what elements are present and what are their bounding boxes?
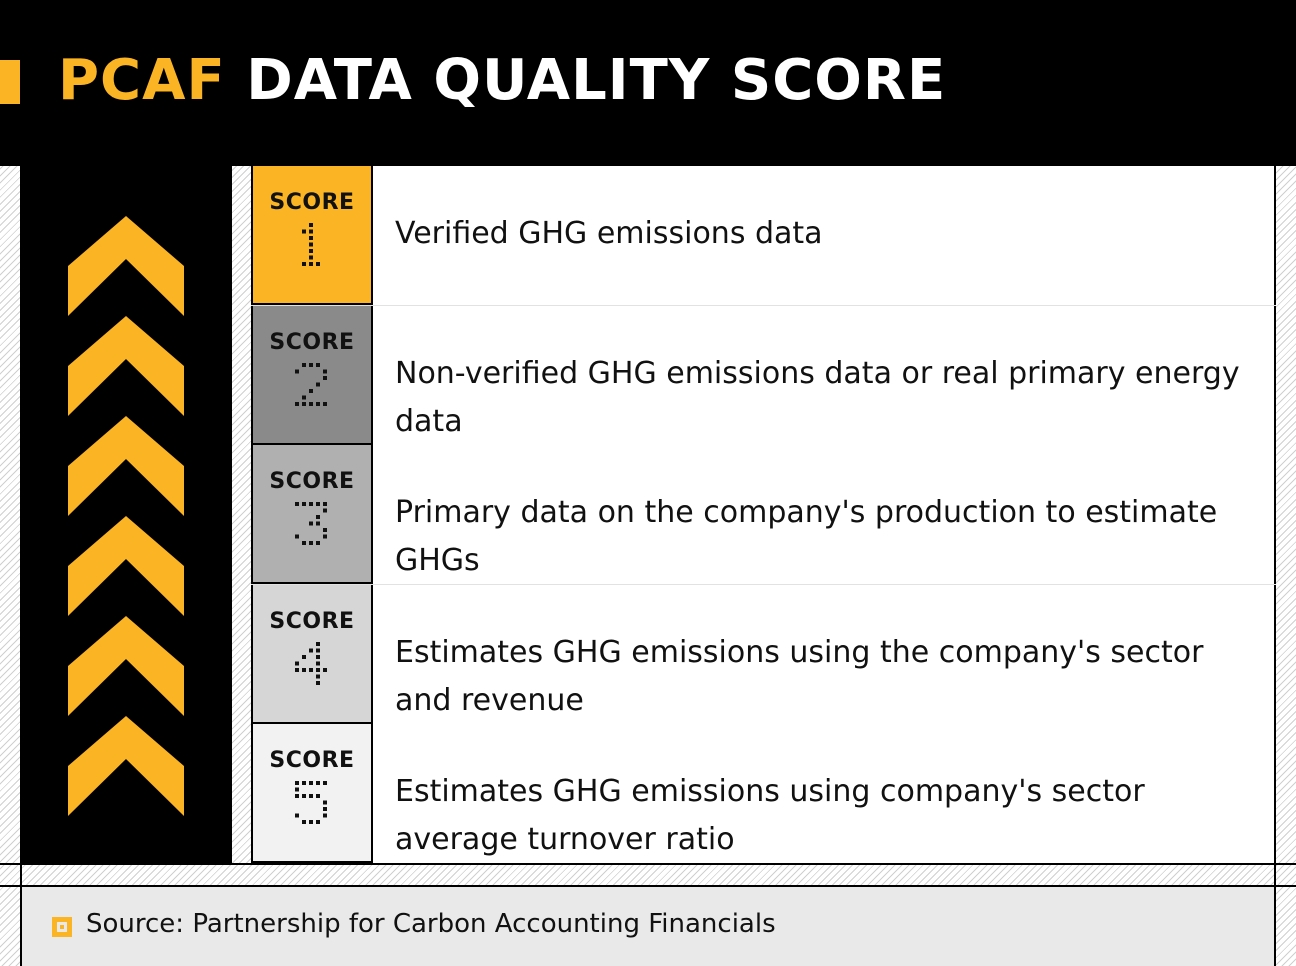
score-description: Non-verified GHG emissions data or real … — [373, 305, 1276, 445]
score-label: SCORE — [269, 329, 355, 355]
score-cell: SCORE 3 — [251, 445, 373, 585]
score-row: SCORE 5 Estimates GHG emissions using co… — [251, 724, 1276, 865]
square-dot-icon — [52, 917, 72, 937]
score-label: SCORE — [269, 469, 355, 495]
score-cell: SCORE 1 — [251, 166, 373, 305]
source-note: Source: Partnership for Carbon Accountin… — [86, 909, 776, 939]
chevron-column — [20, 166, 232, 864]
score-row: SCORE 2 Non-verified GHG emissions data … — [251, 305, 1276, 446]
score-cell: SCORE 5 — [251, 724, 373, 864]
score-label: SCORE — [269, 608, 355, 634]
title-accent: PCAF — [58, 48, 226, 113]
title-rest: DATA QUALITY SCORE — [225, 48, 947, 113]
score-row: SCORE 1 Verified GHG emissions data — [251, 166, 1276, 306]
accent-bar — [0, 60, 20, 104]
score-digit: 2 — [295, 362, 329, 413]
score-cell: SCORE 4 — [251, 584, 373, 724]
chevron-up-icon — [68, 616, 184, 716]
score-row: SCORE 3 Primary data on the company's pr… — [251, 445, 1276, 586]
page-title: PCAF DATA QUALITY SCORE — [58, 48, 946, 113]
chevron-up-icon — [68, 516, 184, 616]
score-digit: 4 — [295, 641, 329, 692]
score-label: SCORE — [269, 748, 355, 774]
header: PCAF DATA QUALITY SCORE — [0, 0, 1296, 166]
chevron-up-icon — [68, 316, 184, 416]
chevron-up-icon — [68, 216, 184, 316]
score-digit: 3 — [295, 502, 329, 552]
score-description: Primary data on the company's production… — [373, 445, 1276, 585]
score-description: Verified GHG emissions data — [373, 166, 1276, 305]
score-description: Estimates GHG emissions using the compan… — [373, 584, 1276, 724]
chevron-up-icon — [68, 716, 184, 816]
score-cell: SCORE 2 — [251, 305, 373, 445]
divider — [0, 885, 1296, 887]
score-digit: 5 — [295, 781, 329, 831]
divider — [20, 864, 22, 886]
score-label: SCORE — [269, 190, 355, 215]
chevron-up-icon — [68, 416, 184, 516]
score-row: SCORE 4 Estimates GHG emissions using th… — [251, 584, 1276, 725]
score-digit: 1 — [295, 223, 329, 273]
divider — [1274, 864, 1276, 886]
divider — [0, 863, 1296, 865]
score-description: Estimates GHG emissions using company's … — [373, 724, 1276, 864]
footer: Source: Partnership for Carbon Accountin… — [20, 887, 1276, 966]
